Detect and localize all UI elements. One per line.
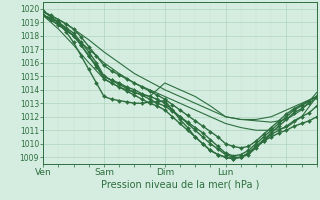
X-axis label: Pression niveau de la mer( hPa ): Pression niveau de la mer( hPa ) <box>101 180 259 190</box>
